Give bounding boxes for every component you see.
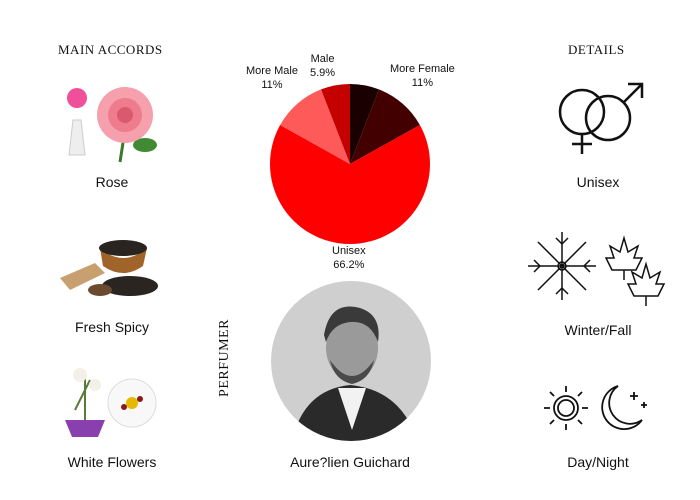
pie-slice-male <box>321 84 350 164</box>
accord-fresh-spicy-label: Fresh Spicy <box>75 319 149 335</box>
pie-label-male-value: 5.9% <box>310 67 336 79</box>
gender-symbols-icon <box>558 82 644 154</box>
snowflake-leaves-icon <box>528 232 666 306</box>
pie-slice-more-female <box>350 89 420 164</box>
white-flowers-icon <box>65 368 157 437</box>
pie-slice-unisex <box>270 125 430 244</box>
pie-slice-slice-0 <box>350 83 379 164</box>
detail-unisex-label: Unisex <box>576 174 620 190</box>
pie-label-unisex-value: 66.2% <box>333 259 365 271</box>
pie-slice-more-male <box>280 89 350 164</box>
pie-label-more-male: More Male 11% <box>246 64 298 92</box>
detail-daynight-label: Day/Night <box>567 454 629 470</box>
detail-season-label: Winter/Fall <box>564 322 632 338</box>
perfumer-name: Aure?lien Guichard <box>290 454 410 470</box>
pie-label-male-name: Male <box>310 53 335 65</box>
perfumer-photo <box>271 281 431 441</box>
pie-label-more-male-name: More Male <box>246 65 298 77</box>
main-accords-title: MAIN ACCORDS <box>58 42 163 57</box>
pie-label-more-female: More Female 11% <box>390 62 455 90</box>
accord-rose-label: Rose <box>95 174 129 190</box>
perfumer-title: PERFUMER <box>216 319 232 397</box>
pie-label-unisex-name: Unisex <box>332 245 366 257</box>
details-title: DETAILS <box>568 42 625 57</box>
pepper-icon <box>60 240 158 296</box>
rose-icon <box>67 87 157 163</box>
pie-label-male: Male 5.9% <box>310 52 335 80</box>
pie-label-unisex: Unisex 66.2% <box>332 244 366 272</box>
pie-label-more-female-value: 11% <box>411 77 433 89</box>
accord-white-flowers-label: White Flowers <box>67 454 157 470</box>
pie-label-more-female-name: More Female <box>390 63 455 75</box>
pie-label-more-male-value: 11% <box>261 79 283 91</box>
sun-moon-icon <box>544 385 647 430</box>
